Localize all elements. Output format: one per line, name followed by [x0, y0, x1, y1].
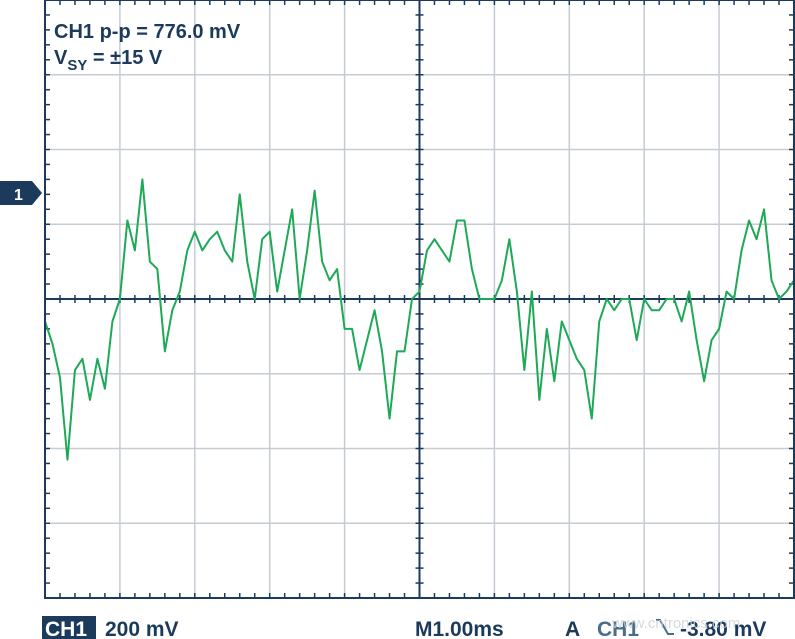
status-trigger-mode: A	[565, 618, 580, 639]
status-trigger-source: CH1	[597, 618, 639, 639]
plot-frame	[44, 0, 795, 599]
status-timebase: M1.00ms	[415, 618, 504, 639]
status-trigger-level: -3.80 mV	[680, 618, 766, 639]
supply-rest: = ±15 V	[87, 47, 163, 69]
supply-text: V	[54, 47, 68, 69]
supply-annotation: VSY = ±15 V	[54, 47, 163, 74]
channel-marker-shape	[0, 181, 42, 205]
channel-box	[42, 616, 96, 639]
signal-trace	[44, 178, 795, 461]
watermark: www.cntronics.com	[611, 615, 740, 632]
status-channel: CH1	[45, 618, 87, 639]
supply-subscript: SY	[67, 57, 87, 74]
status-scale: 200 mV	[105, 618, 179, 639]
channel-marker: 1	[14, 187, 23, 204]
trigger-edge-icon	[656, 619, 674, 635]
annotation: CH1 p-p = 776.0 mV	[54, 21, 241, 43]
